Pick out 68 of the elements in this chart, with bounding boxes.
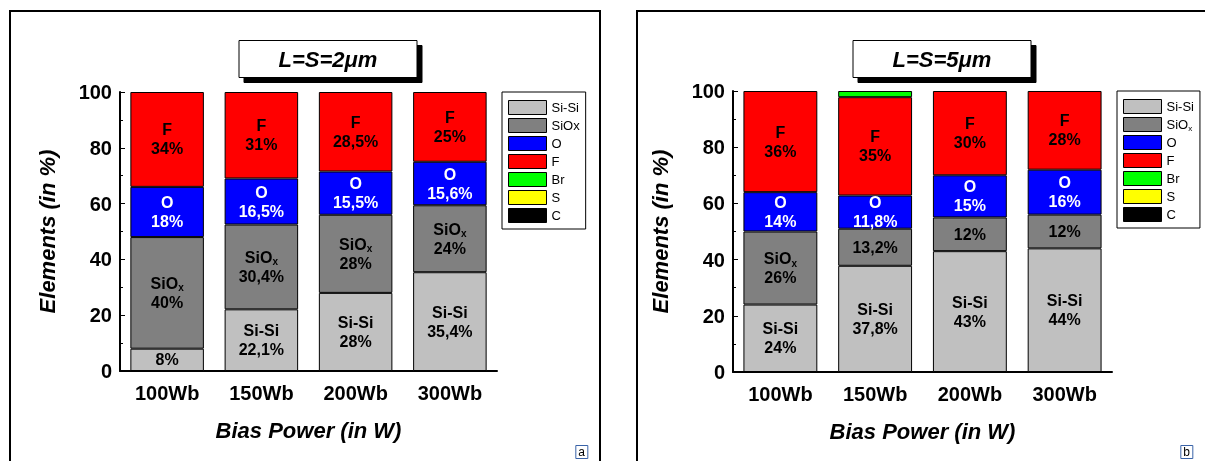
- data-label: O 15,5%: [332, 175, 379, 212]
- legend-label: F: [551, 154, 560, 169]
- data-label: F 25%: [433, 108, 466, 145]
- y-tick-label: 60: [89, 192, 112, 215]
- y-tick-label: 80: [702, 136, 725, 159]
- data-label: O 16,5%: [238, 183, 285, 220]
- data-label: F 34%: [151, 121, 184, 158]
- y-tick-label: 0: [713, 361, 725, 383]
- y-axis-title: Elements (in %): [34, 149, 60, 314]
- legend-label: S: [551, 190, 561, 205]
- data-label: Si-Si 37,8%: [852, 300, 898, 337]
- x-tick-label: 150Wb: [842, 383, 908, 405]
- data-label: 8%: [155, 351, 179, 369]
- y-tick-label: 20: [89, 304, 112, 327]
- y-tick-label: 40: [702, 248, 725, 271]
- data-label: Si-Si 22,1%: [238, 322, 285, 359]
- legend-label: O: [1166, 135, 1177, 150]
- text: a: [578, 445, 586, 459]
- y-tick-label: 100: [78, 81, 112, 103]
- legend-label: Br: [1166, 171, 1181, 186]
- y-tick-label: 40: [89, 248, 112, 271]
- legend-label: Br: [551, 172, 566, 187]
- data-label: 12%: [953, 225, 986, 243]
- legend-label: S: [1166, 189, 1176, 204]
- y-tick-label: 20: [702, 304, 725, 327]
- y-tick-label: 100: [691, 80, 725, 102]
- data-label: 13,2%: [852, 238, 898, 256]
- data-label: F 30%: [953, 115, 986, 152]
- x-tick-label: 300Wb: [1032, 383, 1097, 405]
- legend-label: Si-Si: [1166, 99, 1195, 114]
- x-tick-label: 100Wb: [134, 382, 200, 404]
- data-label: O 15%: [953, 178, 986, 215]
- data-label: O 11,8%: [852, 194, 898, 231]
- y-tick-label: 60: [702, 192, 725, 215]
- x-tick-label: 300Wb: [417, 382, 483, 404]
- data-label: Si-Si 35,4%: [427, 303, 473, 340]
- legend-label: Si-Si: [551, 100, 580, 115]
- x-tick-label: 100Wb: [748, 383, 813, 405]
- legend-label: F: [1166, 153, 1175, 168]
- x-axis-title: Bias Power (in W): [215, 417, 402, 443]
- text: b: [1183, 445, 1191, 459]
- data-label: 12%: [1048, 223, 1081, 240]
- y-tick-label: 80: [89, 136, 112, 159]
- chart-title: L=S=2μm: [278, 46, 378, 72]
- data-label: F 36%: [764, 123, 797, 160]
- data-label: Si-Si 28%: [337, 313, 374, 350]
- data-label: F 28,5%: [332, 113, 379, 150]
- data-label: O 15,6%: [427, 165, 473, 202]
- legend-label: SiOx: [551, 118, 581, 133]
- x-tick-label: 200Wb: [323, 382, 388, 404]
- data-label: Si-Si 24%: [762, 320, 799, 357]
- data-label: F 28%: [1048, 112, 1081, 149]
- data-label: Si-Si 44%: [1046, 292, 1083, 329]
- data-label: O 18%: [151, 193, 184, 230]
- x-axis-title: Bias Power (in W): [829, 418, 1016, 444]
- data-label: F 35%: [859, 128, 892, 165]
- legend-label: O: [551, 136, 562, 151]
- x-tick-label: 150Wb: [229, 382, 294, 404]
- data-label: F 31%: [245, 117, 278, 154]
- y-axis-title: Elements (in %): [647, 149, 673, 314]
- legend-label: C: [1166, 207, 1176, 222]
- data-label: O 16%: [1048, 174, 1081, 211]
- legend-label: C: [551, 208, 561, 223]
- x-tick-label: 200Wb: [937, 383, 1003, 405]
- chart-title: L=S=5μm: [892, 46, 992, 72]
- data-label: Si-Si 43%: [952, 293, 988, 330]
- data-label: O 14%: [764, 193, 797, 230]
- y-tick-label: 0: [100, 360, 112, 382]
